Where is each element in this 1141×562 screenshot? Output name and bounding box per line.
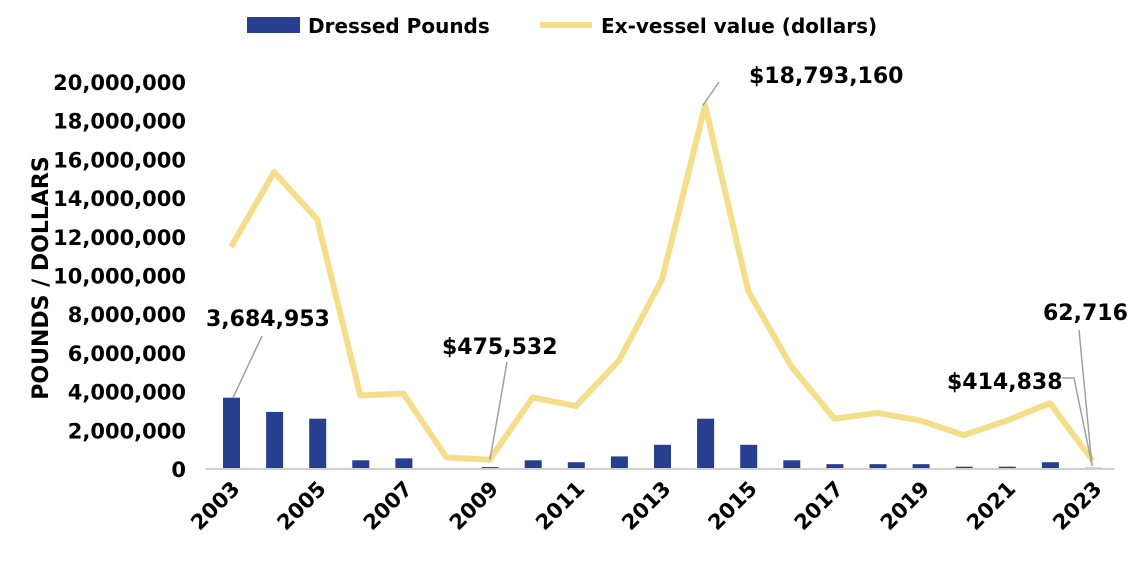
annotation-label: 3,684,953 — [206, 307, 330, 332]
x-tick-label: 2019 — [876, 477, 934, 535]
bar-2010 — [524, 460, 542, 469]
bar-2011 — [567, 462, 585, 469]
annotation-label: 62,716 — [1043, 301, 1128, 326]
line-ex-vessel-value — [228, 102, 1096, 463]
x-tick-label: 2023 — [1048, 477, 1106, 535]
x-tick-label: 2013 — [617, 477, 675, 535]
y-tick-label: 10,000,000 — [53, 265, 186, 289]
annotation-label: $18,793,160 — [749, 64, 903, 89]
x-tick-label: 2005 — [272, 477, 330, 535]
annotation-leader-line — [1062, 377, 1093, 466]
line-series — [228, 102, 1096, 463]
bar-2004 — [266, 411, 284, 469]
bar-2019 — [912, 464, 930, 469]
bar-series — [223, 397, 1102, 469]
x-axis-ticks: 2003 2005 2007 2009 2011 2013 2015 2017 2019 2021… — [186, 477, 1106, 535]
bar-2006 — [352, 460, 370, 469]
y-tick-label: 14,000,000 — [53, 187, 186, 211]
legend: Dressed Pounds Ex-vessel value (dollars) — [247, 14, 877, 38]
bar-2007 — [395, 458, 413, 469]
y-tick-label: 8,000,000 — [68, 303, 186, 327]
bar-2020 — [955, 466, 973, 469]
y-tick-label: 16,000,000 — [53, 148, 186, 172]
x-tick-label: 2007 — [359, 477, 417, 535]
bar-2016 — [783, 460, 801, 469]
y-tick-label: 6,000,000 — [68, 342, 186, 366]
x-tick-label: 2011 — [531, 477, 589, 535]
annotations: 3,684,953 $475,532 $18,793,160 $414,838 62,7… — [206, 64, 1128, 467]
x-tick-label: 2017 — [790, 477, 848, 535]
bar-2018 — [869, 464, 887, 469]
annotation-label: $414,838 — [947, 370, 1063, 395]
annotation-label: $475,532 — [442, 335, 558, 360]
bar-2022 — [1041, 462, 1059, 469]
y-axis-label: POUNDS / DOLLARS — [29, 156, 54, 399]
y-tick-label: 2,000,000 — [68, 419, 186, 443]
bar-2014 — [697, 418, 715, 469]
y-tick-label: 18,000,000 — [53, 110, 186, 134]
annotation-leader-line — [489, 361, 508, 460]
bar-2003 — [223, 397, 240, 469]
y-tick-label: 12,000,000 — [53, 226, 186, 250]
legend-label-ex-vessel-value: Ex-vessel value (dollars) — [601, 14, 877, 38]
y-tick-label: 4,000,000 — [68, 381, 186, 405]
annotation-leader-line — [232, 335, 263, 399]
annotation-leader-line — [702, 81, 720, 106]
y-axis-ticks: 0 2,000,000 4,000,000 6,000,000 8,000,000 10,… — [53, 71, 186, 482]
x-tick-label: 2021 — [962, 477, 1020, 535]
bar-2012 — [610, 456, 628, 469]
x-tick-label: 2015 — [703, 477, 761, 535]
bar-2021 — [998, 466, 1016, 469]
legend-label-dressed-pounds: Dressed Pounds — [308, 14, 490, 38]
legend-swatch-dressed-pounds — [247, 17, 300, 33]
x-tick-label: 2003 — [186, 477, 244, 535]
bar-2017 — [826, 464, 844, 469]
y-tick-label: 20,000,000 — [53, 71, 186, 95]
x-tick-label: 2009 — [445, 477, 503, 535]
annotation-leader-line — [1078, 329, 1093, 467]
bar-2005 — [309, 418, 327, 469]
y-tick-label: 0 — [171, 458, 186, 482]
bar-2015 — [740, 444, 758, 469]
bar-2013 — [654, 444, 671, 469]
